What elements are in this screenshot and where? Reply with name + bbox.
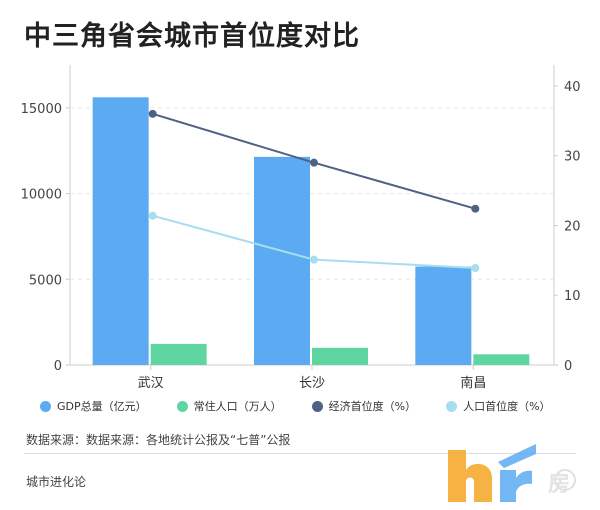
right-tick-label: 20 <box>564 219 581 234</box>
legend-label: 经济首位度（%） <box>328 400 417 413</box>
right-tick-label: 40 <box>564 80 581 95</box>
legend-swatch <box>40 400 51 412</box>
brand-watermark-text: 房 <box>548 472 571 497</box>
left-tick-label: 15000 <box>21 102 62 117</box>
point-economic-primacy <box>310 158 318 167</box>
legend-item[interactable]: 人口首位度（%） <box>446 398 551 414</box>
footer-author: 城市进化论 <box>26 475 87 489</box>
legend-label: 人口首位度（%） <box>463 400 551 413</box>
legend-swatch <box>176 400 188 412</box>
logo-mark-accent <box>498 444 536 468</box>
x-tick-label: 武汉 <box>138 376 164 391</box>
x-tick-label: 长沙 <box>299 376 325 391</box>
right-tick-label: 10 <box>564 289 581 304</box>
chart-canvas: 0 5000 10000 15000 0 10 20 30 40 武汉 长沙 南昌 <box>21 65 581 391</box>
watermark-circle <box>554 469 576 491</box>
legend-label: 常住人口（万人） <box>193 400 282 413</box>
chart-title: 中三角省会城市首位度对比 <box>24 21 360 52</box>
legend-swatch <box>311 400 323 412</box>
right-tick-label: 30 <box>564 150 581 165</box>
brand-logo <box>448 444 576 502</box>
bar-gdp <box>254 156 310 365</box>
point-economic-primacy <box>471 204 480 213</box>
point-population-primacy <box>310 255 318 264</box>
left-tick-label: 5000 <box>29 273 62 288</box>
bar-population <box>312 347 368 365</box>
point-population-primacy <box>471 264 480 273</box>
source-note: 数据来源：数据来源：各地统计公报及“七普”公报 <box>26 433 291 447</box>
legend-item[interactable]: 常住人口（万人） <box>176 398 282 414</box>
legend: GDP总量（亿元） 常住人口（万人） 经济首位度（%） 人口首位度（%） <box>40 398 600 414</box>
x-tick-label: 南昌 <box>460 375 486 391</box>
legend-item[interactable]: 经济首位度（%） <box>311 398 417 414</box>
left-tick-label: 10000 <box>21 188 62 203</box>
legend-swatch <box>446 400 458 412</box>
bar-gdp <box>92 97 149 365</box>
legend-item[interactable]: GDP总量（亿元） <box>40 398 147 414</box>
bar-population <box>473 354 530 365</box>
left-tick-label: 0 <box>54 359 62 374</box>
divider <box>24 453 576 454</box>
right-tick-label: 0 <box>564 359 572 374</box>
bar-gdp <box>415 266 472 365</box>
legend-label: GDP总量（亿元） <box>57 400 147 413</box>
point-economic-primacy <box>148 109 157 118</box>
logo-mark-r <box>500 470 532 502</box>
bar-population <box>150 343 207 365</box>
logo-mark <box>448 450 492 502</box>
point-population-primacy <box>148 211 157 220</box>
